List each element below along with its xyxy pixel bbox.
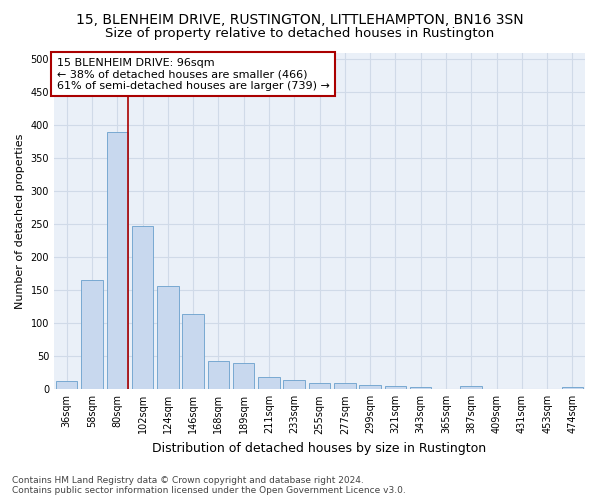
Bar <box>81 280 103 390</box>
Text: 15 BLENHEIM DRIVE: 96sqm
← 38% of detached houses are smaller (466)
61% of semi-: 15 BLENHEIM DRIVE: 96sqm ← 38% of detach… <box>56 58 329 91</box>
Bar <box>562 386 583 390</box>
Bar <box>460 386 482 390</box>
Bar <box>385 386 406 390</box>
Bar <box>410 386 431 390</box>
Bar <box>56 382 77 390</box>
Bar <box>107 132 128 390</box>
Bar <box>157 286 179 390</box>
Y-axis label: Number of detached properties: Number of detached properties <box>15 133 25 308</box>
X-axis label: Distribution of detached houses by size in Rustington: Distribution of detached houses by size … <box>152 442 487 455</box>
Bar <box>359 386 381 390</box>
Bar <box>182 314 204 390</box>
Text: 15, BLENHEIM DRIVE, RUSTINGTON, LITTLEHAMPTON, BN16 3SN: 15, BLENHEIM DRIVE, RUSTINGTON, LITTLEHA… <box>76 12 524 26</box>
Text: Contains HM Land Registry data © Crown copyright and database right 2024.
Contai: Contains HM Land Registry data © Crown c… <box>12 476 406 495</box>
Bar <box>309 384 330 390</box>
Bar <box>258 378 280 390</box>
Bar <box>132 226 153 390</box>
Bar <box>283 380 305 390</box>
Text: Size of property relative to detached houses in Rustington: Size of property relative to detached ho… <box>106 28 494 40</box>
Bar <box>233 363 254 390</box>
Bar <box>334 384 356 390</box>
Bar <box>208 361 229 390</box>
